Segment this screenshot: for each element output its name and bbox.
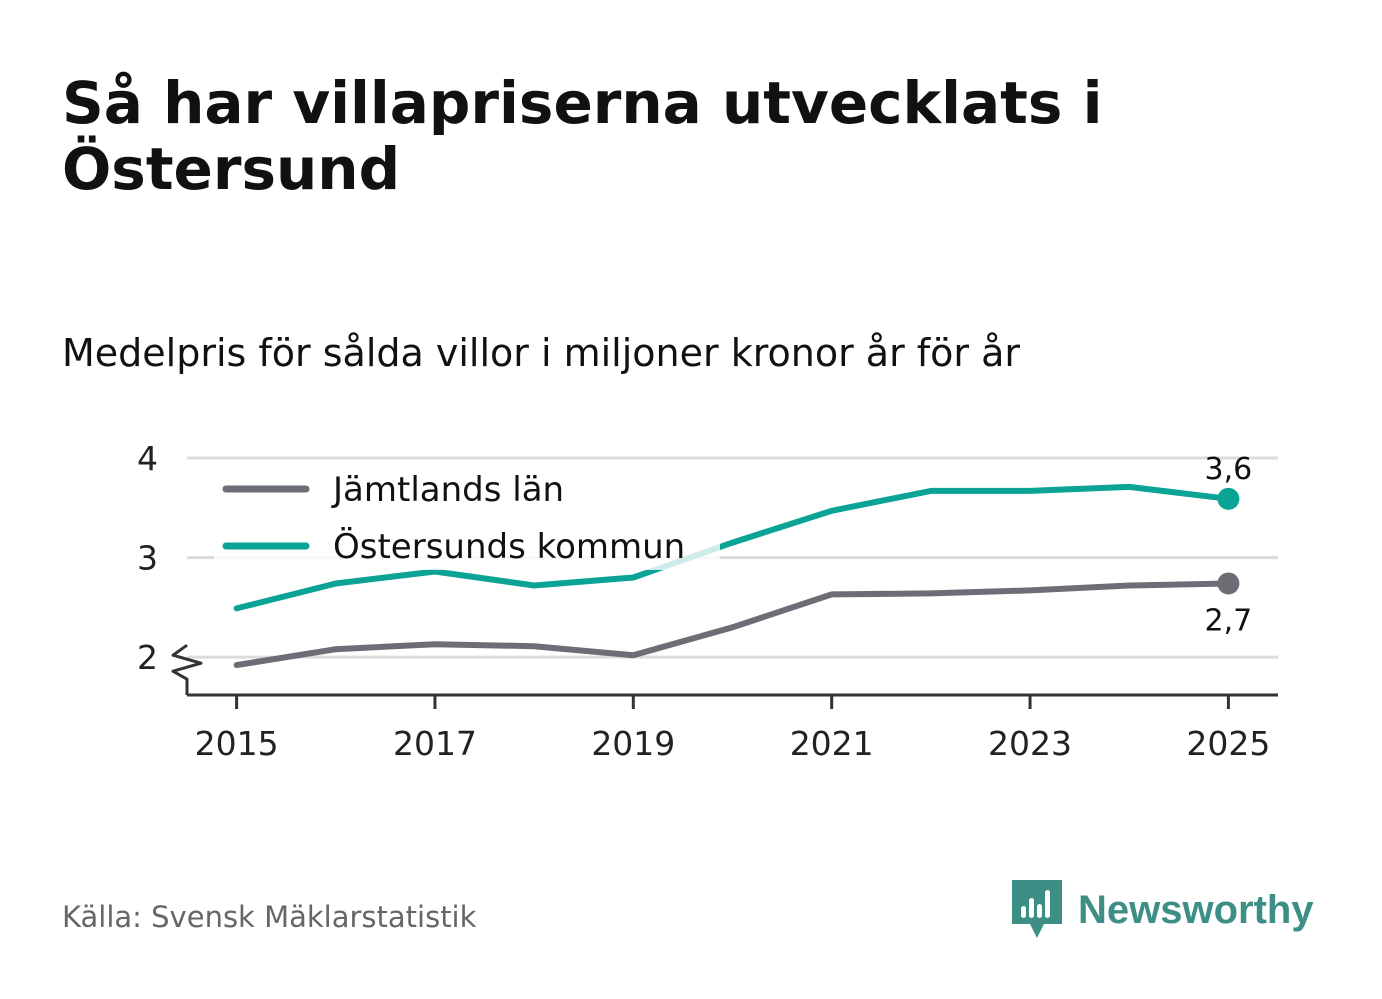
- chart-title: Så har villapriserna utvecklats i Östers…: [62, 69, 1103, 203]
- chart-subtitle: Medelpris för sålda villor i miljoner kr…: [62, 331, 1021, 375]
- series-line-1: [233, 483, 1232, 612]
- bar-chart-icon: [1012, 880, 1062, 938]
- x-tick-label: 2023: [988, 724, 1072, 763]
- data-label-0: 2,7: [1205, 603, 1253, 638]
- legend-background: [214, 462, 720, 570]
- x-tick-label: 2017: [393, 724, 477, 763]
- legend-label-0: Jämtlands län: [331, 470, 564, 510]
- data-label-1: 3,6: [1205, 452, 1253, 487]
- y-tick-label: 2: [137, 638, 158, 677]
- y-tick-label: 4: [137, 439, 158, 478]
- series-lines: [233, 483, 1240, 669]
- series-end-marker-0: [1217, 572, 1240, 595]
- newsworthy-logo: Newsworthy: [1012, 880, 1314, 940]
- legend-label-1: Östersunds kommun: [333, 526, 685, 567]
- series-line-0: [233, 580, 1232, 669]
- series-end-marker-1: [1217, 487, 1240, 510]
- x-tick-label: 2015: [195, 724, 279, 763]
- data-labels: 2,7 3,6: [1205, 452, 1253, 639]
- y-axis-break: [171, 643, 203, 695]
- x-tick-label: 2025: [1186, 724, 1270, 763]
- x-tick-label: 2019: [591, 724, 675, 763]
- y-tick-label: 3: [137, 539, 158, 578]
- x-tick-label: 2021: [790, 724, 874, 763]
- brand-name: Newsworthy: [1078, 887, 1314, 932]
- axes: 2 3 4 2015 2017 2019 2021 2023 2025: [137, 439, 1278, 763]
- source-note: Källa: Svensk Mäklarstatistik: [62, 900, 477, 934]
- legend: Jämtlands län Östersunds kommun: [214, 462, 720, 570]
